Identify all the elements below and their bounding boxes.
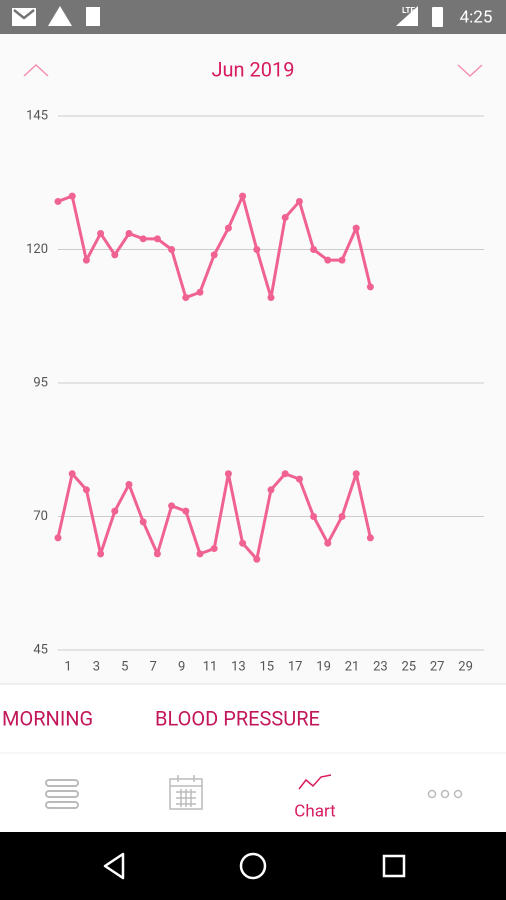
data-point	[97, 229, 105, 237]
data-point	[281, 213, 289, 221]
data-point	[182, 507, 190, 515]
tab[interactable]: MORNING	[2, 706, 93, 730]
data-point	[224, 470, 232, 478]
x-tick-label: 9	[178, 659, 185, 674]
data-point	[182, 294, 190, 302]
data-point	[366, 534, 374, 542]
data-point	[111, 251, 119, 259]
data-point	[54, 197, 62, 205]
data-point	[352, 224, 360, 232]
signal-icon	[396, 6, 418, 26]
calendar-nav-button[interactable]	[169, 775, 203, 810]
data-point	[324, 539, 332, 547]
x-tick-label: 15	[259, 659, 274, 674]
bottom-nav	[0, 754, 506, 832]
x-tick-label: 13	[231, 659, 246, 674]
data-point	[281, 470, 289, 478]
data-point	[310, 513, 318, 520]
data-point	[338, 256, 346, 264]
data-point	[68, 470, 76, 478]
data-point	[295, 475, 303, 483]
data-point	[267, 294, 275, 302]
data-point	[168, 246, 176, 253]
back-button[interactable]	[103, 852, 125, 880]
data-point	[168, 502, 176, 510]
data-point	[210, 545, 218, 553]
clock: 4:25	[460, 7, 493, 27]
data-point	[196, 550, 204, 558]
data-point	[310, 246, 318, 253]
data-point	[125, 229, 133, 237]
data-point	[253, 246, 261, 253]
chart-panel	[0, 34, 506, 684]
data-point	[366, 283, 374, 291]
status-bar	[0, 0, 506, 34]
next-month-button[interactable]	[457, 64, 483, 78]
data-point	[153, 235, 161, 243]
data-point	[239, 539, 247, 547]
recents-button[interactable]	[382, 854, 406, 878]
data-point	[239, 192, 247, 200]
chart-nav-button[interactable]: Chart	[294, 774, 336, 821]
y-tick-label: 145	[26, 108, 48, 123]
data-point	[111, 507, 119, 515]
data-point	[224, 224, 232, 232]
data-point	[324, 256, 332, 264]
data-point	[352, 470, 360, 478]
more-nav-button[interactable]	[427, 789, 463, 799]
data-point	[338, 513, 346, 520]
data-point	[82, 256, 90, 264]
battery-icon	[432, 7, 443, 27]
data-point	[295, 197, 303, 205]
tab[interactable]: BLOOD PRESSURE	[155, 706, 320, 730]
data-point	[253, 555, 261, 563]
x-tick-label: 23	[373, 659, 388, 674]
y-tick-label: 120	[26, 242, 48, 257]
y-tick-label: 45	[33, 642, 48, 657]
x-tick-label: 1	[64, 659, 71, 674]
x-tick-label: 25	[401, 659, 416, 674]
month-title: Jun 2019	[211, 57, 294, 81]
x-tick-label: 11	[203, 659, 218, 674]
nav-label: Chart	[294, 801, 335, 821]
tab-bar	[0, 684, 506, 753]
data-point	[82, 486, 90, 494]
data-point	[153, 550, 161, 558]
data-point	[97, 550, 105, 558]
gmail-icon-m	[13, 9, 35, 20]
y-tick-label: 95	[33, 375, 48, 390]
list-nav-button[interactable]	[45, 779, 79, 809]
data-point	[267, 486, 275, 494]
data-point	[54, 534, 62, 542]
x-tick-label: 19	[316, 659, 331, 674]
x-tick-label: 29	[458, 659, 473, 674]
x-tick-label: 21	[345, 659, 360, 674]
network-label: LTE	[402, 6, 415, 15]
data-point	[68, 192, 76, 200]
data-point	[125, 480, 133, 488]
data-point	[139, 518, 147, 526]
x-tick-label: 17	[288, 659, 303, 674]
x-tick-label: 5	[121, 659, 128, 674]
system-nav-bar	[0, 832, 506, 900]
home-button[interactable]	[239, 852, 267, 880]
prev-month-button[interactable]	[23, 63, 49, 77]
y-tick-label: 70	[33, 509, 48, 524]
x-tick-label: 27	[430, 659, 445, 674]
data-point	[210, 251, 218, 259]
data-point	[139, 235, 147, 243]
x-tick-label: 7	[150, 659, 157, 674]
warning-icon	[48, 6, 72, 26]
sd-icon	[86, 7, 100, 26]
data-point	[196, 288, 204, 296]
x-tick-label: 3	[93, 659, 100, 674]
